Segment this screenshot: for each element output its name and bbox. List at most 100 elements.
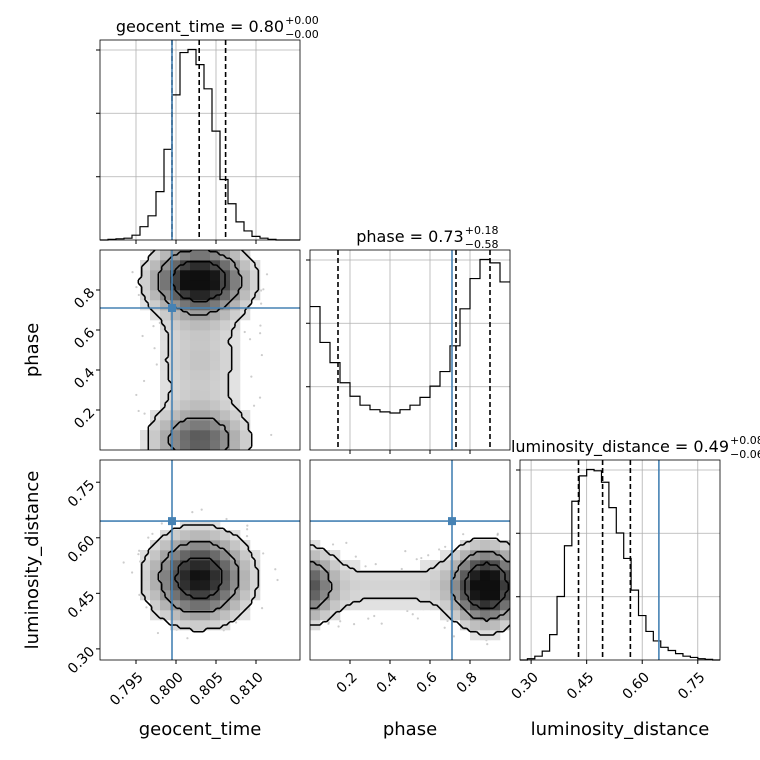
density-cell [180, 290, 191, 301]
y-axis-label-phase: phase [22, 323, 43, 377]
density-cell [180, 420, 191, 431]
density-cell [150, 580, 161, 591]
density-cell [180, 340, 191, 351]
density-cell [160, 440, 171, 450]
density-cell [460, 590, 471, 601]
scatter-point [380, 622, 383, 625]
density-cell [310, 610, 321, 621]
density-cell [360, 570, 371, 581]
density-cell [140, 550, 151, 561]
scatter-point [260, 302, 263, 305]
histogram-luminosity_distance: luminosity_distance = 0.49+0.08−0.06 [511, 434, 760, 661]
density-cell [210, 520, 221, 531]
scatter-point [260, 607, 264, 610]
density-cell [200, 290, 211, 301]
scatter-point [452, 635, 456, 638]
density-cell [480, 620, 491, 631]
density-cell [310, 580, 321, 591]
density-cell [190, 380, 201, 391]
panel-title-sup-phase: +0.18 [465, 224, 499, 237]
x-tick-label-luminosity_distance: 0.75 [675, 669, 708, 702]
panel-title-phase: phase = 0.73 [356, 227, 463, 246]
density-cell [390, 570, 401, 581]
density-cell [170, 370, 181, 381]
density-cell [400, 570, 411, 581]
density-cell [150, 280, 161, 291]
density-cell [170, 340, 181, 351]
density-cell [380, 580, 391, 591]
density-cell [180, 310, 191, 321]
scatter-point [276, 578, 279, 582]
density-cell [180, 330, 191, 341]
density-cell [190, 270, 201, 281]
density-cell [250, 270, 261, 281]
density-cell [200, 400, 211, 411]
density-cell [240, 300, 251, 311]
x-tick-label-luminosity_distance: 0.45 [564, 669, 597, 702]
density-cell [170, 330, 181, 341]
scatter-point [364, 565, 367, 568]
density-cell [180, 260, 191, 271]
density-cell [160, 610, 171, 621]
scatter-point [137, 293, 140, 297]
y-tick-label-luminosity_distance: 0.30 [65, 644, 98, 677]
density-cell [170, 400, 181, 411]
density-cell [350, 560, 361, 571]
density-cell [180, 590, 191, 601]
density-cell [220, 560, 231, 571]
density-cell [170, 390, 181, 401]
scatter-point [438, 548, 441, 551]
density-cell [220, 360, 231, 371]
density-cell [160, 320, 171, 331]
density-cell [150, 410, 161, 421]
density-cell [320, 570, 331, 581]
density-cell [150, 420, 161, 431]
scatter-point [252, 404, 256, 407]
density-cell [180, 350, 191, 361]
density-cell [170, 600, 181, 611]
density-cell [150, 590, 161, 601]
density-cell [160, 600, 171, 611]
x-tick-label-phase: 0.8 [454, 669, 481, 696]
density-cell [200, 410, 211, 421]
scatter-point [142, 379, 146, 383]
density-cell [190, 340, 201, 351]
density-cell [240, 590, 251, 601]
density-cell [230, 570, 241, 581]
density-cell [500, 580, 510, 591]
density-cell [240, 560, 251, 571]
density-cell [330, 550, 341, 561]
density-cell [210, 280, 221, 291]
density-cell [210, 610, 221, 621]
scatter-point [259, 289, 263, 292]
density-cell [190, 560, 201, 571]
density-cell [480, 600, 491, 611]
density-cell [170, 540, 181, 551]
density-cell [250, 570, 261, 581]
density-cell [230, 390, 241, 401]
density-cell [200, 380, 211, 391]
density-cell [190, 430, 201, 441]
density-cell [330, 600, 341, 611]
density-cell [160, 390, 171, 401]
density-cell [180, 400, 191, 411]
density-cell [460, 570, 471, 581]
x-tick-label-luminosity_distance: 0.60 [620, 669, 653, 702]
contour-line [140, 524, 260, 633]
density-cell [230, 600, 241, 611]
density-cell [210, 320, 221, 331]
density-cell [190, 580, 201, 591]
density-cell [310, 600, 321, 611]
contour-line [464, 561, 510, 610]
density-cell [150, 430, 161, 441]
density-cell [240, 550, 251, 561]
density-cell [210, 300, 221, 311]
contour-line [310, 537, 510, 636]
density-cell [230, 360, 241, 371]
scatter-point [416, 617, 419, 620]
density-cell [170, 610, 181, 621]
scatter-point [122, 561, 125, 564]
x-axis-label-phase: phase [383, 719, 437, 740]
density-cell [180, 390, 191, 401]
density-cell [200, 360, 211, 371]
